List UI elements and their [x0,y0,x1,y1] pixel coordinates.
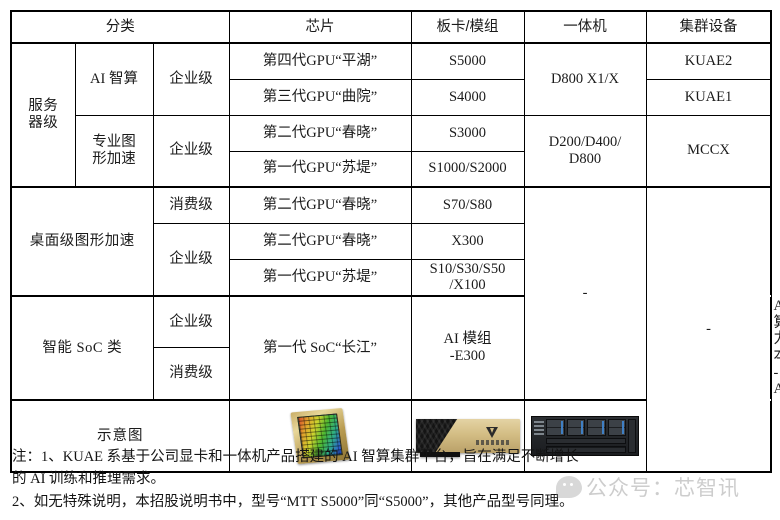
board-s10-s30-s50-x100-line2: /X100 [449,277,486,294]
illustration-gpu-card-cell [410,399,525,473]
grade-enterprise-ai: 企业级 [152,42,230,116]
subcategory-pro-graphics-line2: 形加速 [92,150,136,167]
rack-server-drive-group [566,418,585,436]
board-x300: X300 [410,222,525,260]
illustration-row: 示意图 [10,399,771,473]
appliance-d200-d400-d800-line1: D200/D400/ [548,134,622,151]
category-server-grade-line2: 器级 [28,115,59,131]
board-s70-s80: S70/S80 [410,186,525,224]
chip-gen1-sudi-server: 第一代GPU“苏堤” [228,150,412,188]
appliance-d200-d400-d800-line2: D800 [568,150,602,167]
table-row: 第一代GPU“苏堤” S10/S30/S50 /X100 [11,258,771,297]
chip-gen2-chunxiao-desktop: 第二代GPU“春晓” [228,222,412,260]
subcategory-pro-graphics: 专业图 形加速 [74,114,154,188]
table-row: 桌面级图形加速 消费级 第二代GPU“春晓” S70/S80 - - [10,186,772,473]
footnote-1-line2: 的 AI 训练和推理需求。 [12,471,166,488]
illustration-rack-server-cell [523,399,647,473]
grade-enterprise-desktop: 企业级 [152,222,230,297]
board-s5000: S5000 [410,42,525,80]
subcategory-pro-graphics-line1: 专业图 [92,134,136,151]
gpu-card-graphic [415,418,520,457]
grade-consumer-desktop: 消费级 [152,186,230,224]
grade-consumer-soc: 消费级 [152,347,230,401]
illustration-chip-die-cell [228,399,412,473]
table-row: 智能 SoC 类 企业级 第一代 SoC“长江” AI 模组 -E300 AI … [10,295,780,401]
header-cluster-device: 集群设备 [645,10,772,44]
table-header-row: 分类 芯片 板卡/模组 一体机 集群设备 [10,10,772,44]
rack-server-drive-group [546,418,565,436]
appliance-d800-x1x: D800 X1/X [523,42,647,116]
board-s10-s30-s50-x100: S10/S30/S50 /X100 [410,258,525,297]
rack-server-graphic [531,415,639,456]
board-ai-module-e300-line2: -E300 [449,347,486,364]
grade-enterprise-pro-graphics: 企业级 [152,114,230,188]
rack-server-led [534,420,544,423]
category-desktop-graphics: 桌面级图形加速 [10,186,154,297]
appliance-none: - [523,186,647,401]
board-s10-s30-s50-x100-line1: S10/S30/S50 [429,260,506,277]
table-row: 消费级 [11,347,771,401]
rack-server-vent-panel [546,437,626,445]
chip-gen1-soc-changjiang: 第一代 SoC“长江” [228,295,412,401]
rack-server-vent-panel [546,446,626,453]
category-server-grade: 服务 器级 [10,42,76,188]
gpu-card-logo-text [475,439,510,445]
board-s1000-s2000: S1000/S2000 [410,150,525,188]
cluster-kuae2: KUAE2 [645,42,772,80]
table-footnotes: 注：1、KUAE 系基于公司显卡和一体机产品搭建的 AI 智算集群平台，旨在满足… [12,446,770,513]
chip-gen3-quyuan: 第三代GPU“曲院” [228,78,412,116]
rack-server-led [534,424,544,427]
gpu-card-bracket [419,451,460,457]
header-appliance: 一体机 [523,10,647,44]
board-s4000: S4000 [410,78,525,116]
table-row: 第三代GPU“曲院” S4000 KUAE1 [11,78,772,116]
board-ai-module-e300: AI 模组 -E300 [410,295,525,401]
chip-gen2-chunxiao-server: 第二代GPU“春晓” [228,114,412,152]
gpu-card-logo-icon [485,426,498,438]
category-server-grade-line1: 服务 [28,98,59,115]
header-chip: 芯片 [228,10,412,44]
table-row: 企业级 第二代GPU“春晓” X300 [11,222,771,297]
footnote-2: 2、如无特殊说明，本招股说明书中，型号“MTT S5000”同“S5000”，其… [12,493,574,510]
header-category: 分类 [10,10,230,44]
chip-gen1-sudi-desktop: 第一代GPU“苏堤” [228,258,412,297]
cluster-none: - [645,186,772,473]
rack-server-led [534,432,544,435]
gpu-add-in-card-icon [412,402,524,470]
rack-server-drive-group [587,418,606,436]
appliance-d200-d400-d800: D200/D400/ D800 [523,114,647,188]
rack-server-led [534,428,544,431]
header-board-module: 板卡/模组 [410,10,525,44]
cluster-mccx: MCCX [645,114,772,188]
rack-server-body [546,418,626,453]
board-ai-module-e300-line1: AI 模组 [443,331,492,348]
rack-server-side-panel [628,418,636,453]
grade-enterprise-soc: 企业级 [152,295,230,349]
chip-gen4-pinghu: 第四代GPU“平湖” [228,42,412,80]
subcategory-ai-compute: AI 智算 [74,42,154,116]
rack-server-drive-group [607,418,626,436]
product-spec-table: 分类 芯片 板卡/模组 一体机 集群设备 服务 器级 AI 智算 企业级 第四代… [10,10,780,473]
category-intelligent-soc: 智能 SoC 类 [10,295,154,401]
rack-server-drive-bays [546,418,626,436]
rack-server-front-panel [534,419,544,453]
illustration-row-label: 示意图 [10,399,230,473]
cluster-kuae1: KUAE1 [645,78,772,116]
table-row: 第一代GPU“苏堤” S1000/S2000 [11,150,771,188]
chip-gen2-chunxiao-consumer: 第二代GPU“春晓” [228,186,412,224]
table-row: 专业图 形加速 企业级 第二代GPU“春晓” S3000 D200/D400/ … [11,114,772,188]
table-row: 服务 器级 AI 智算 企业级 第四代GPU“平湖” S5000 D800 X1… [10,42,772,188]
board-s3000: S3000 [410,114,525,152]
footnote-1-line1: 注：1、KUAE 系基于公司显卡和一体机产品搭建的 AI 智算集群平台，旨在满足… [12,449,579,465]
rack-server-icon [525,402,646,470]
